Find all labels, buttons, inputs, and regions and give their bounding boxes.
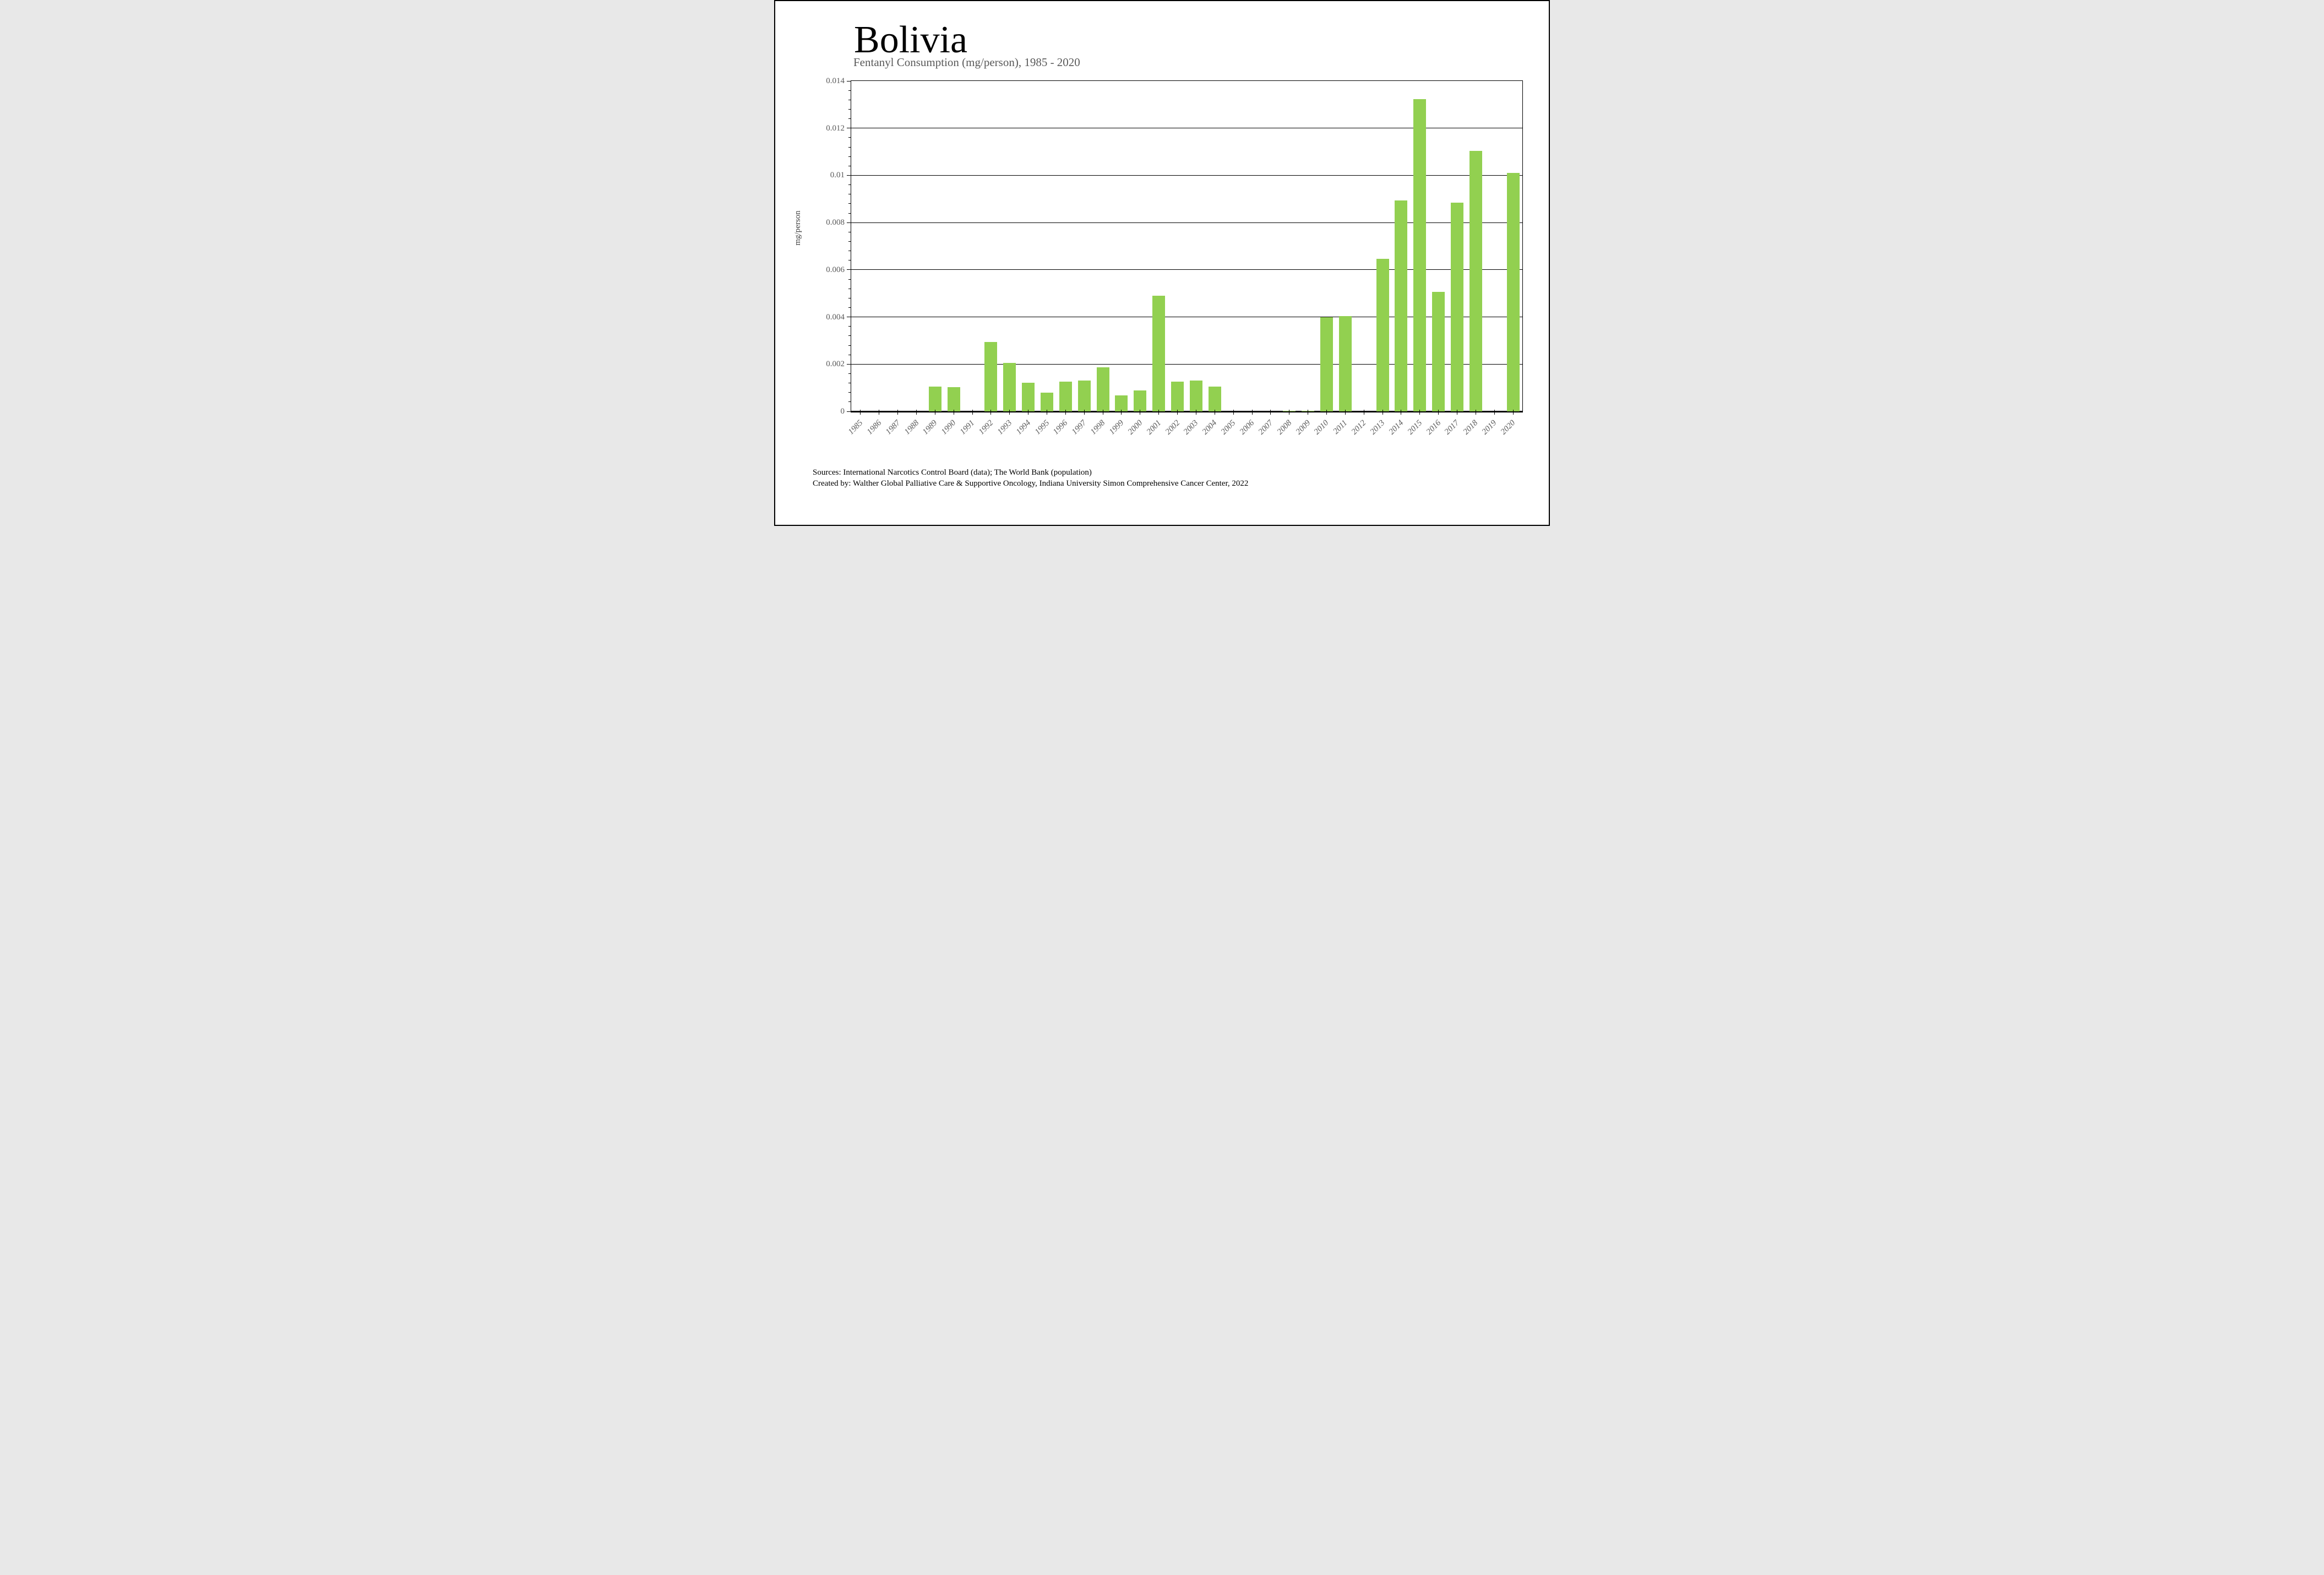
x-axis-line [851,411,1523,412]
bar-1992 [984,342,998,411]
x-tick-2002 [1177,410,1178,415]
bar-2010 [1320,317,1333,411]
bar-1990 [947,387,960,411]
x-tick-1992 [990,410,992,415]
chart-canvas: Bolivia Fentanyl Consumption (mg/person)… [774,0,1550,526]
y-minor-tick [848,203,851,204]
y-minor-tick [848,213,851,214]
x-tick-2019 [1494,410,1495,415]
bar-2003 [1189,381,1202,411]
y-minor-tick [848,279,851,280]
bar-1994 [1022,383,1035,411]
bar-2002 [1171,382,1184,411]
bar-2001 [1152,296,1166,411]
y-minor-tick [848,108,851,110]
bar-2013 [1376,259,1389,411]
y-major-tick [847,411,851,412]
x-tick-2020 [1512,410,1514,415]
bar-2014 [1395,200,1408,411]
gridline [851,175,1522,176]
y-minor-tick [848,345,851,346]
gridline [851,269,1522,270]
bar-1996 [1059,382,1072,411]
y-major-tick [847,175,851,176]
y-tick-label-0.008: 0.008 [826,218,845,227]
y-minor-tick [848,335,851,336]
page-subtitle: Fentanyl Consumption (mg/person), 1985 -… [853,56,1080,69]
y-minor-tick [848,90,851,91]
bar-2004 [1208,387,1221,411]
bar-1998 [1096,367,1109,411]
x-tick-1985 [860,410,861,415]
x-tick-2011 [1345,410,1346,415]
y-minor-tick [848,326,851,327]
bar-2000 [1134,390,1147,411]
bar-2017 [1450,203,1463,411]
y-minor-tick [848,373,851,374]
y-minor-tick [848,307,851,308]
y-minor-tick [848,146,851,148]
x-tick-2005 [1233,410,1234,415]
bar-1997 [1077,381,1091,411]
x-tick-1999 [1121,410,1122,415]
x-tick-2001 [1158,410,1160,415]
y-tick-label-0: 0 [840,407,845,416]
y-axis-title: mg/person [793,210,802,246]
y-minor-tick [848,156,851,157]
page-title: Bolivia [854,19,968,61]
x-tick-2006 [1251,410,1253,415]
gridline [851,363,1522,365]
y-minor-tick [848,184,851,186]
x-tick-1996 [1065,410,1066,415]
y-minor-tick [848,137,851,138]
footer: Sources: International Narcotics Control… [813,467,1248,489]
x-tick-1988 [916,410,917,415]
y-tick-label-0.006: 0.006 [826,265,845,274]
gridline [851,222,1522,223]
x-tick-1991 [972,410,973,415]
y-tick-label-0.002: 0.002 [826,360,845,369]
bar-2015 [1413,99,1427,411]
y-tick-label-0.01: 0.01 [830,171,845,180]
x-tick-2016 [1438,410,1439,415]
x-tick-1993 [1009,410,1010,415]
y-tick-label-0.012: 0.012 [826,123,845,133]
y-tick-label-0.014: 0.014 [826,77,845,85]
y-major-tick [847,222,851,223]
y-minor-tick [848,118,851,120]
plot-area: 0.014 0.012 0.01 0.008 0.006 0.004 0.002 0 1985 1… [826,77,1523,437]
x-tick-1987 [897,410,899,415]
bar-1989 [928,387,941,411]
bar-1995 [1041,393,1054,411]
bar-2011 [1338,316,1352,411]
bar-2020 [1506,173,1520,411]
y-major-tick [847,80,851,82]
y-major-tick [847,269,851,270]
y-minor-tick [848,241,851,242]
footer-credit-line: Created by: Walther Global Palliative Ca… [813,479,1249,488]
y-minor-tick [848,401,851,403]
bar-1993 [1003,363,1016,411]
bar-1999 [1115,395,1128,411]
x-tick-1997 [1084,410,1085,415]
x-tick-2015 [1419,410,1420,415]
x-tick-2007 [1270,410,1271,415]
y-minor-tick [848,392,851,393]
footer-sources-line: Sources: International Narcotics Control… [813,468,1092,477]
y-major-tick [847,363,851,365]
x-tick-2010 [1326,410,1327,415]
bar-2016 [1432,292,1445,411]
bar-2018 [1469,151,1482,411]
y-tick-label-0.004: 0.004 [826,312,845,322]
